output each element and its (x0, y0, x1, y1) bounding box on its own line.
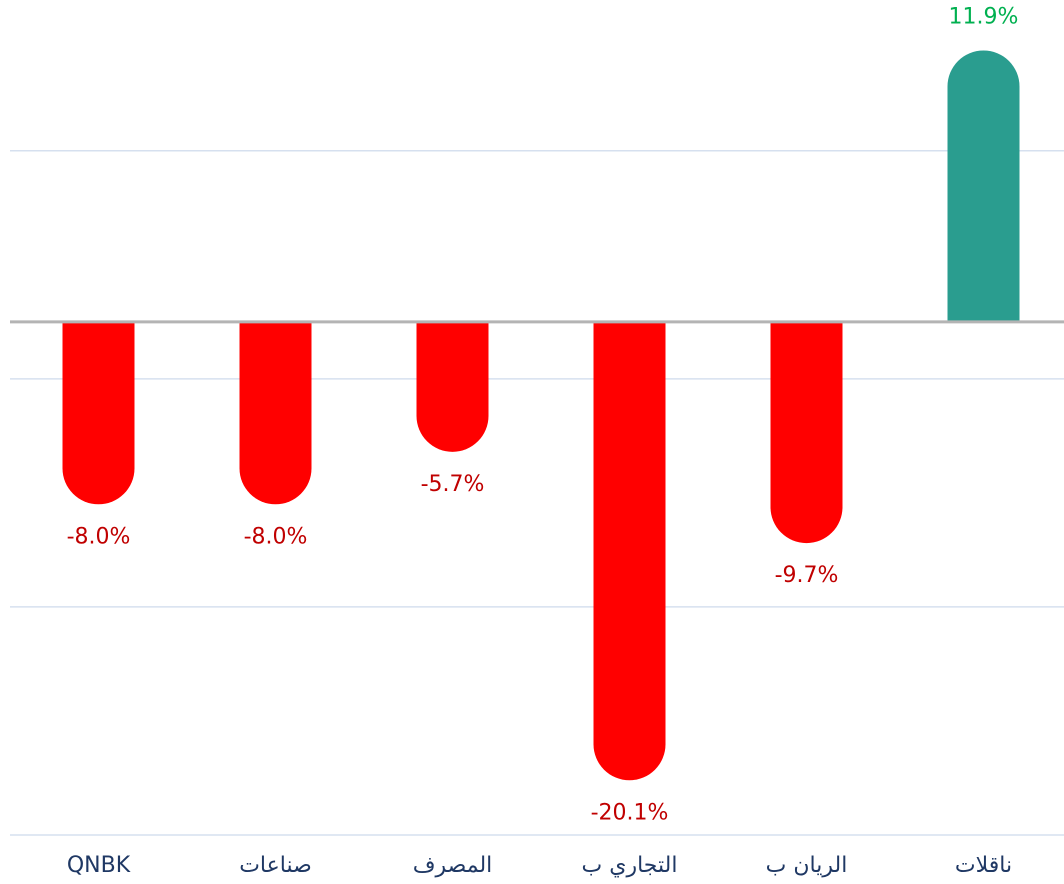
data-label: -8.0% (67, 524, 131, 549)
x-tick-label: صناعات (239, 853, 312, 878)
x-tick-label: ناقلات (955, 853, 1012, 878)
x-tick-label: الريان ب (766, 853, 848, 878)
bar (416, 321, 489, 452)
data-label: 11.9% (949, 4, 1019, 29)
data-label: -5.7% (421, 472, 485, 497)
bar (62, 321, 135, 505)
bar (593, 321, 666, 781)
bar (770, 321, 843, 544)
x-tick-label: QNBK (67, 853, 131, 878)
bar (239, 321, 312, 505)
data-label: -8.0% (244, 524, 308, 549)
x-tick-label: المصرف (413, 853, 493, 878)
data-label: -9.7% (775, 563, 839, 588)
data-label: -20.1% (591, 800, 669, 825)
x-tick-label: التجاري ب (582, 853, 678, 878)
bar (947, 50, 1020, 322)
